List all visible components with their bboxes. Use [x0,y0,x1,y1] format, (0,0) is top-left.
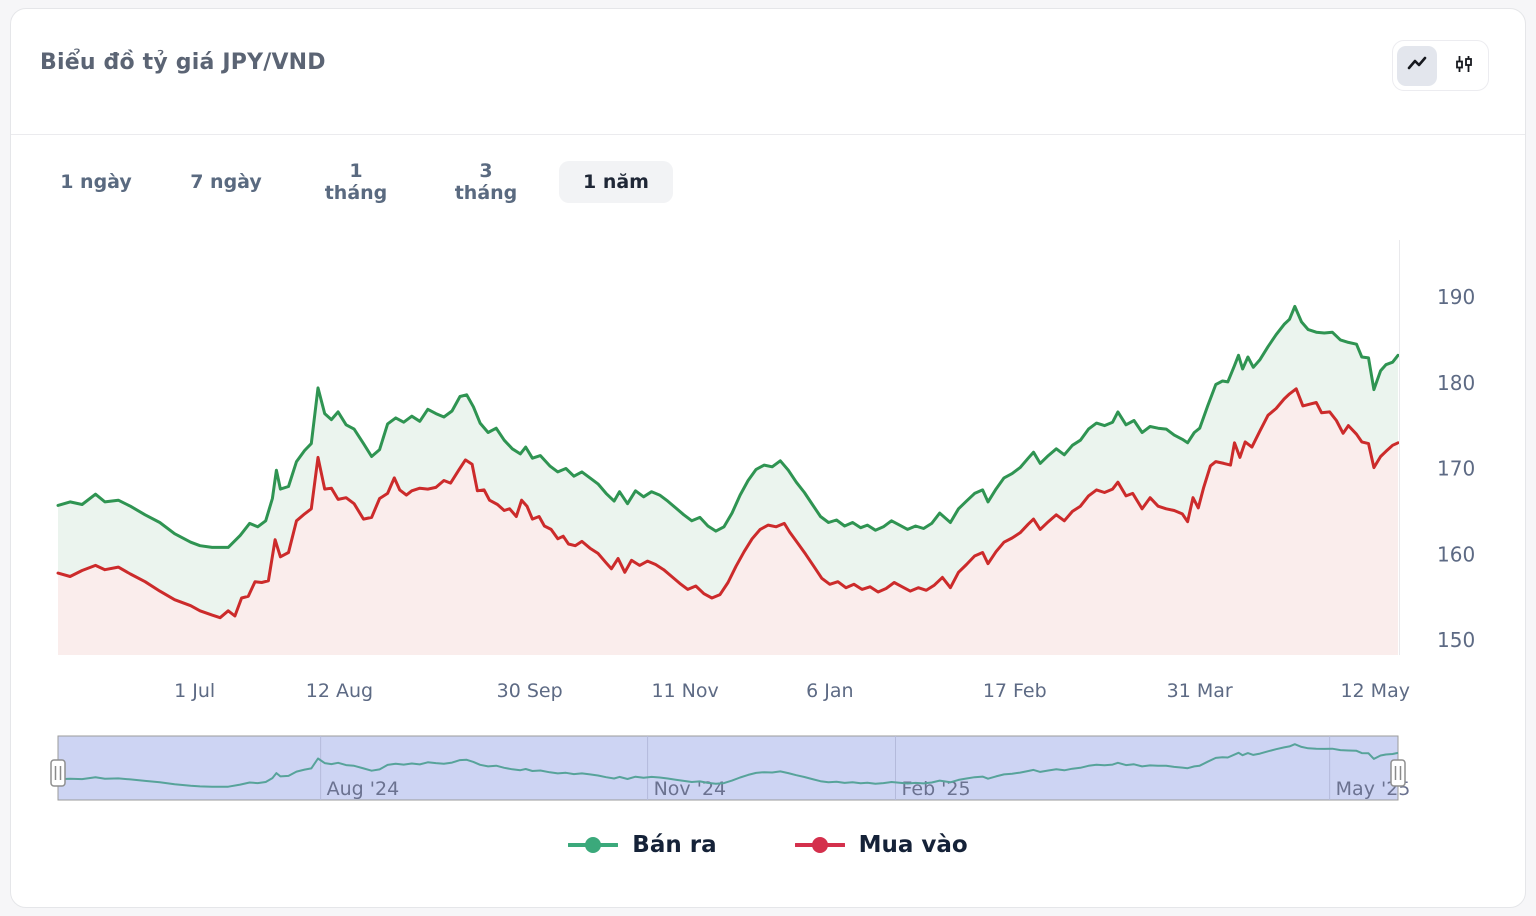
candlestick-chart-toggle-button[interactable] [1444,46,1484,86]
x-tick-label-0: 1 Jul [174,680,215,702]
tab-range-2[interactable]: 1 tháng [291,150,421,214]
x-tick-label-4: 6 Jan [806,680,853,702]
tab-range-label: 3 tháng [454,160,518,204]
x-tick-label-5: 17 Feb [983,680,1047,702]
x-tick-label-6: 31 Mar [1167,680,1233,702]
x-tick-label-3: 11 Nov [651,680,718,702]
y-tick-label-0: 190 [1437,285,1475,309]
navigator-left-handle-grip[interactable] [50,759,66,787]
page-title: Biểu đồ tỷ giá JPY/VND [40,50,326,75]
tab-range-1[interactable]: 7 ngày [161,161,291,203]
tab-range-label: 7 ngày [190,171,262,193]
y-tick-label-3: 160 [1437,542,1475,566]
line-chart-icon [1406,53,1428,78]
tab-range-label: 1 năm [559,161,673,203]
y-tick-label-1: 180 [1437,371,1475,395]
navigator-selected-range[interactable] [57,735,1399,801]
navigator-label-0: Aug '24 [327,778,400,800]
series-mua-vao-area [58,388,1398,655]
legend-marker-icon [568,837,619,853]
legend-label: Bán ra [632,832,717,858]
tab-range-label: 1 tháng [324,160,388,204]
navigator-series-line [57,743,1399,788]
y-tick-label-4: 150 [1437,628,1475,652]
series-ban-ra-line [56,304,1400,549]
navigator-left-handle[interactable] [50,759,66,787]
x-tick-label-1: 12 Aug [306,680,373,702]
tab-range-label: 1 ngày [60,171,132,193]
header-divider [11,134,1525,135]
legend-item-1[interactable]: Mua vào [794,832,968,858]
navigator-right-handle[interactable] [1390,759,1406,787]
main-plot-area: 190 180 170 160 150 1 Jul 12 Aug 30 Sep 11 Nov 6 … [56,240,1475,702]
y-tick-label-2: 170 [1437,457,1475,481]
line-chart-toggle-button[interactable] [1397,45,1437,86]
tab-range-0[interactable]: 1 ngày [31,161,161,203]
legend-marker-icon [794,837,845,853]
x-tick-label-2: 30 Sep [497,680,563,702]
tab-range-3[interactable]: 3 tháng [421,150,551,214]
candlestick-icon [1453,53,1475,78]
navigator: Aug '24 Nov '24 Feb '25 May '25 [50,735,1410,801]
tab-range-4[interactable]: 1 năm [551,161,681,203]
legend-label: Mua vào [858,832,968,858]
x-tick-label-7: 12 May [1340,680,1410,702]
chart-type-toggle [1392,40,1489,91]
navigator-right-handle-grip[interactable] [1390,759,1406,787]
time-range-tabs: 1 ngày 7 ngày 1 tháng 3 tháng 1 năm [31,158,681,206]
chart-legend: Bán ra Mua vào [0,832,1536,858]
series-mua-vao-line [56,387,1400,620]
legend-item-0[interactable]: Bán ra [568,832,717,858]
